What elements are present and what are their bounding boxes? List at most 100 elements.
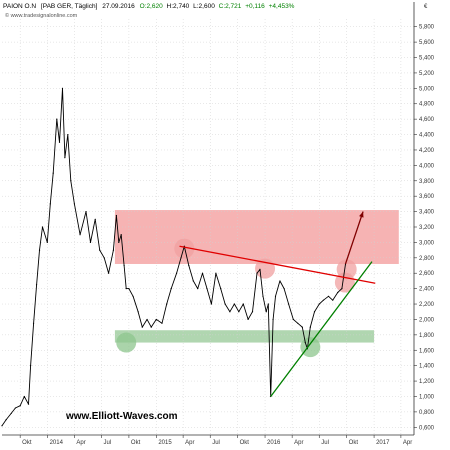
price-point <box>215 272 217 274</box>
chart-header: PAION O.N [PAB GER, Täglich] 27.09.2016 … <box>3 3 295 10</box>
price-point <box>251 311 254 313</box>
price-point <box>52 172 54 174</box>
price-point <box>265 311 267 313</box>
price-point <box>242 303 244 305</box>
y-tick-label: 3,200 <box>419 225 435 231</box>
low-value: L:2,600 <box>193 3 215 10</box>
price-point <box>155 318 157 321</box>
price-point <box>197 288 199 290</box>
price-point <box>327 295 330 297</box>
price-point <box>89 241 92 244</box>
price-point <box>309 326 311 328</box>
footer-site-text: www.Elliott-Waves.com <box>65 411 178 422</box>
trendlines-layer <box>179 211 376 397</box>
zone-1 <box>114 330 375 343</box>
highlight-circle-1 <box>300 337 321 358</box>
price-point <box>297 322 299 324</box>
x-tick-label: 2017 <box>376 440 390 446</box>
y-tick-label: 3,800 <box>419 179 435 185</box>
price-point <box>61 87 64 89</box>
price-point <box>175 272 178 274</box>
price-point <box>180 257 182 259</box>
x-tick-label: Okt <box>240 440 250 446</box>
price-point <box>279 280 281 282</box>
price-point <box>318 303 320 305</box>
y-tick-label: 4,000 <box>419 163 435 169</box>
price-point <box>192 280 194 282</box>
y-tick-label: 4,200 <box>419 148 435 154</box>
x-tick-label: Apr <box>294 440 303 446</box>
price-point <box>304 341 306 344</box>
price-point <box>67 133 69 136</box>
price-point <box>19 405 21 407</box>
y-tick-label: 2,000 <box>419 317 435 323</box>
open-value: O:2,620 <box>140 3 164 10</box>
price-point <box>137 311 139 313</box>
price-point <box>229 311 231 313</box>
x-tick-label: 2015 <box>158 440 172 446</box>
x-tick-label: Jul <box>103 440 111 446</box>
price-point <box>274 295 277 297</box>
y-tick-label: 0,600 <box>419 425 435 431</box>
price-point <box>210 303 213 305</box>
price-point <box>150 326 152 328</box>
price-point <box>115 214 117 217</box>
support-trendline <box>270 261 373 397</box>
x-tick-label: Okt <box>131 440 141 446</box>
y-tick-label: 2,400 <box>419 287 435 293</box>
circles-layer <box>116 238 357 358</box>
price-point <box>128 288 130 290</box>
price-point <box>29 365 32 367</box>
price-point <box>259 268 261 270</box>
highlight-circle-2 <box>174 238 195 259</box>
highlight-circle-0 <box>116 332 137 353</box>
x-tick-label: 2016 <box>267 440 281 446</box>
x-tick-label: 2014 <box>50 440 64 446</box>
y-tick-label: 5,800 <box>419 25 435 31</box>
price-point <box>272 318 274 321</box>
x-tick-label: Apr <box>185 440 194 446</box>
price-point <box>118 241 120 244</box>
price-point <box>56 118 58 120</box>
price-point <box>94 218 96 220</box>
price-point <box>341 288 343 290</box>
price-point <box>79 234 81 236</box>
y-tick-label: 5,000 <box>419 86 435 92</box>
price-point <box>85 210 87 213</box>
y-tick-label: 1,200 <box>419 379 435 385</box>
price-point <box>292 318 294 321</box>
change-value: +0,116 <box>245 3 265 10</box>
y-tick-label: 3,400 <box>419 210 435 216</box>
y-tick-label: 4,600 <box>419 117 435 123</box>
price-point <box>5 418 7 421</box>
zones-layer <box>114 210 399 343</box>
price-point <box>170 288 172 290</box>
y-tick-label: 1,800 <box>419 333 435 339</box>
price-point <box>41 226 44 228</box>
price-point <box>73 203 75 205</box>
grid-layer <box>2 19 414 435</box>
price-point <box>322 299 325 301</box>
price-point <box>38 249 41 251</box>
price-point <box>247 318 249 321</box>
price-point <box>46 241 48 244</box>
x-tick-label: Jul <box>212 440 220 446</box>
price-point <box>337 291 339 294</box>
price-point <box>70 180 72 182</box>
price-point <box>108 272 110 274</box>
y-tick-label: 3,600 <box>419 194 435 200</box>
price-point <box>206 288 208 290</box>
price-point <box>287 303 290 305</box>
price-point <box>103 257 105 259</box>
price-point <box>224 303 226 305</box>
price-point <box>166 303 168 305</box>
x-tick-label: Okt <box>349 440 359 446</box>
price-point <box>123 264 125 267</box>
quote-date: 27.09.2016 <box>102 3 135 10</box>
price-point <box>201 272 204 274</box>
price-point <box>23 395 25 398</box>
price-point <box>141 326 143 328</box>
y-tick-label: 1,600 <box>419 348 435 354</box>
y-tick-label: 5,400 <box>419 56 435 62</box>
